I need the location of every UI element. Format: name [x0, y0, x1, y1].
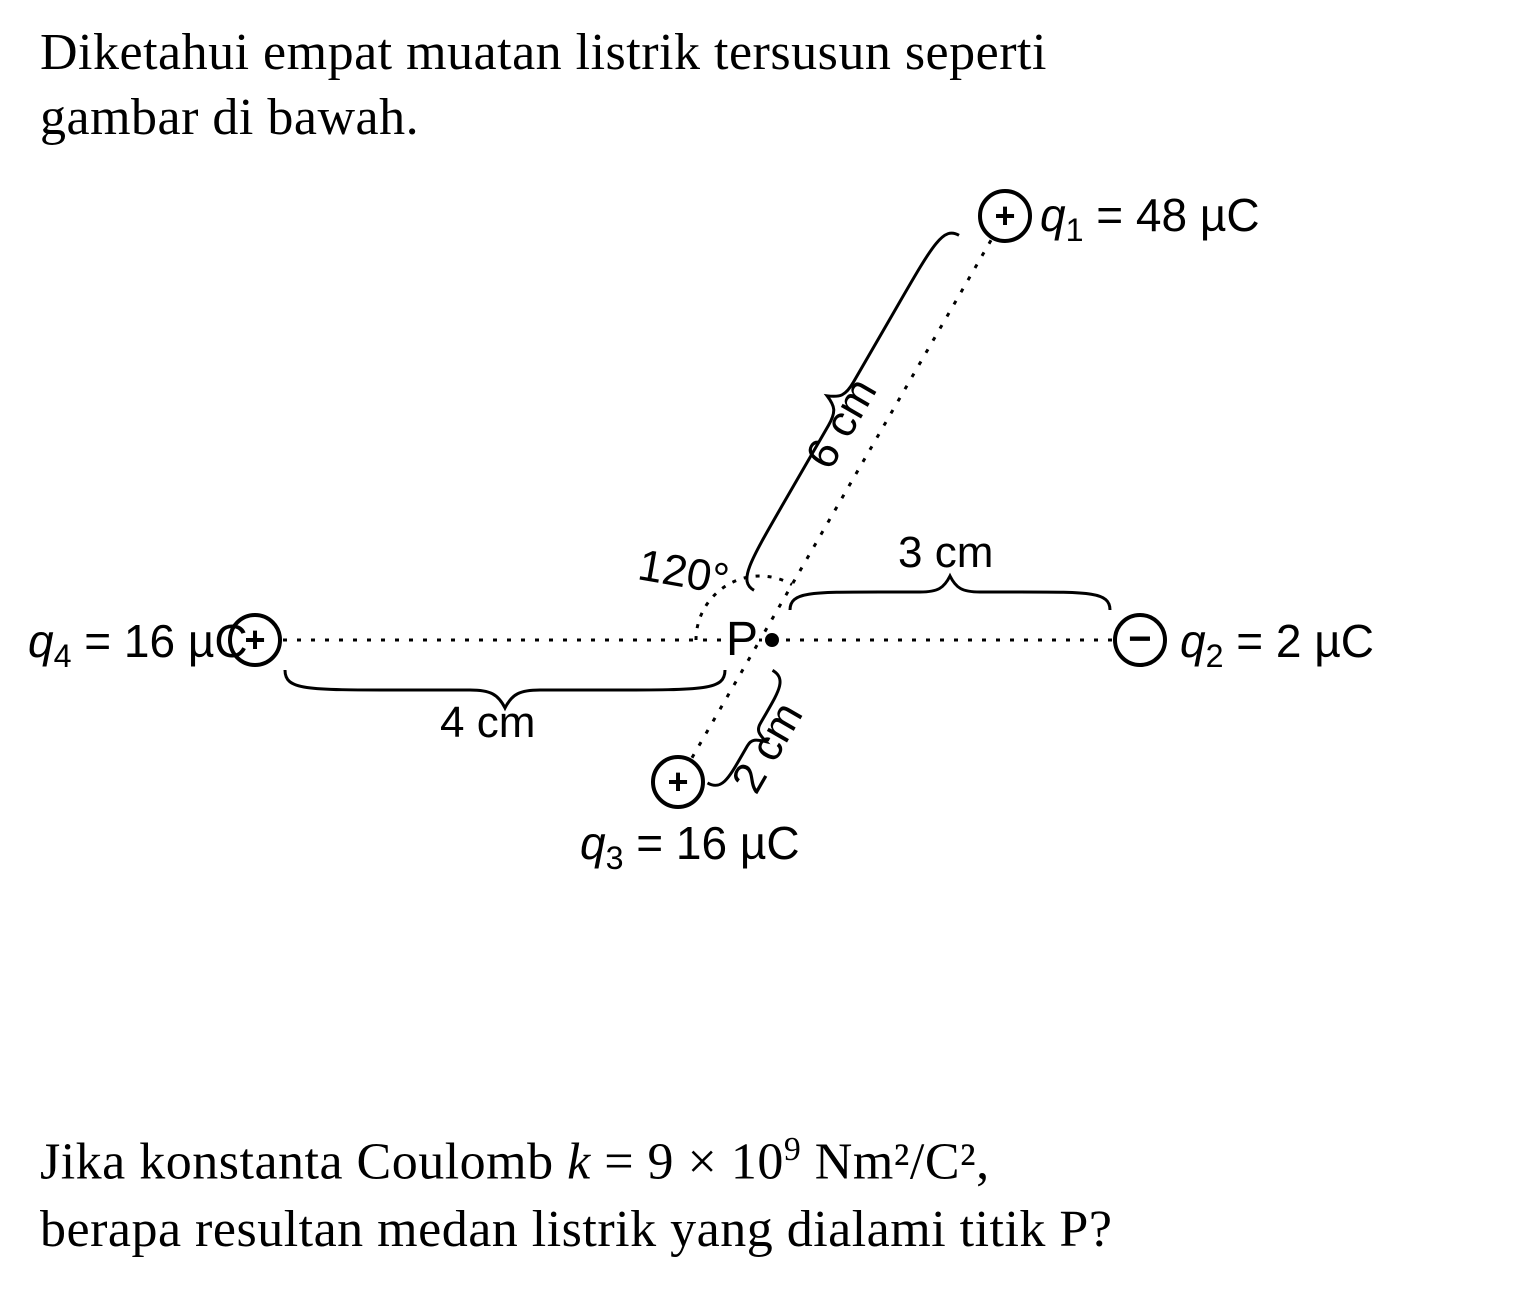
q3-label: q3 = 16 µC: [580, 816, 800, 877]
q3-sign: +: [667, 761, 688, 802]
q1-value: = 48 µC: [1084, 189, 1260, 241]
q2-symbol: q: [1180, 615, 1206, 667]
len-q2: 3 cm: [898, 528, 993, 578]
q4-sub: 4: [54, 638, 72, 674]
outro-k: k: [567, 1134, 591, 1191]
q4-value: = 16 µC: [72, 615, 248, 667]
outro-eq: = 9 × 10: [604, 1134, 784, 1191]
q3-value: = 16 µC: [624, 817, 800, 869]
outro-line1-a: Jika konstanta Coulomb: [40, 1134, 554, 1191]
q2-value: = 2 µC: [1224, 615, 1375, 667]
q3-symbol: q: [580, 817, 606, 869]
outro-exp: 9: [784, 1131, 801, 1168]
q1-sign: +: [994, 195, 1015, 236]
outro-line2: berapa resultan medan listrik yang diala…: [40, 1201, 1112, 1258]
len-q4: 4 cm: [440, 698, 535, 748]
brace-q2: [790, 576, 1110, 610]
q1-sub: 1: [1066, 212, 1084, 248]
intro-line-1: Diketahui empat muatan listrik tersusun …: [40, 24, 1047, 81]
q2-sub: 2: [1206, 638, 1224, 674]
q3-sub: 3: [606, 840, 624, 876]
problem-question: Jika konstanta Coulomb k = 9 × 109 Nm²/C…: [40, 1128, 1488, 1264]
intro-line-2: gambar di bawah.: [40, 89, 419, 146]
q4-sign: +: [244, 619, 265, 660]
problem-intro: Diketahui empat muatan listrik tersusun …: [40, 20, 1488, 150]
q2-label: q2 = 2 µC: [1180, 614, 1374, 675]
outro-unit: Nm²/C²,: [815, 1134, 990, 1191]
diagram: + − + + q1 = 48 µC q2 = 2 µC q3 = 16 µC …: [0, 160, 1528, 980]
q1-label: q1 = 48 µC: [1040, 188, 1260, 249]
q2-sign: −: [1128, 617, 1151, 661]
q4-symbol: q: [28, 615, 54, 667]
q4-label: q4 = 16 µC: [28, 614, 248, 675]
q1-symbol: q: [1040, 189, 1066, 241]
point-p-label: P: [726, 612, 758, 667]
point-p-dot: [765, 633, 779, 647]
